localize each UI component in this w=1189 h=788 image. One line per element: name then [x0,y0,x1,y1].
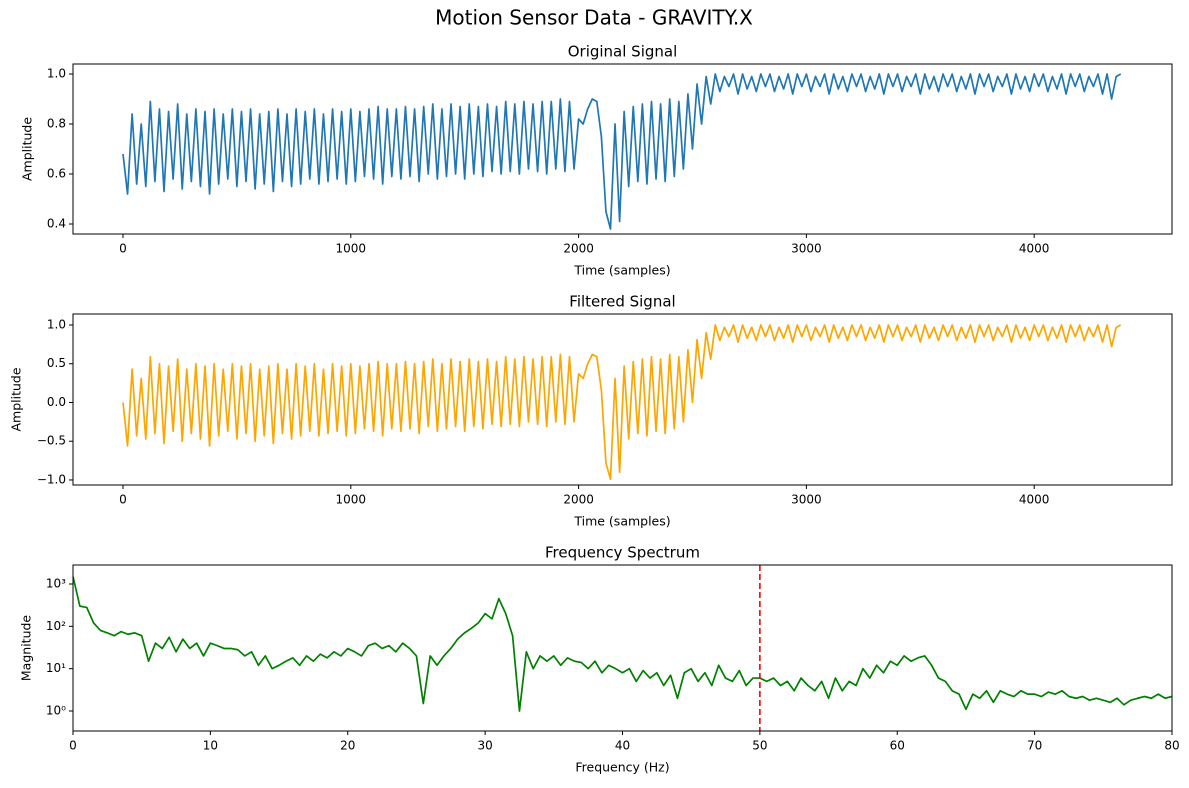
x-tick-label: 0 [69,739,77,753]
axes-title: Frequency Spectrum [545,544,700,562]
y-tick-label: 1.0 [47,318,66,332]
y-tick-label: 10¹ [46,661,66,675]
y-tick-label: 0.5 [47,356,66,370]
y-tick-label: 0.8 [47,117,66,131]
axes-title: Original Signal [568,43,678,61]
y-axis-label: Magnitude [19,615,34,682]
x-tick-label: 30 [477,739,492,753]
x-tick-label: 70 [1027,739,1042,753]
x-axis-label: Time (samples) [573,263,670,278]
y-tick-label: 10⁰ [46,704,66,718]
y-tick-label: −0.5 [37,434,66,448]
x-tick-label: 0 [119,242,127,256]
axes-frame [72,564,1173,732]
axes-frame [72,313,1173,486]
x-tick-label: 10 [203,739,218,753]
x-tick-label: 3000 [791,242,822,256]
series-line [73,576,1172,712]
x-tick-label: 1000 [336,493,367,507]
x-tick-label: 1000 [336,242,367,256]
x-tick-label: 60 [890,739,905,753]
series-line [122,324,1122,481]
x-tick-label: 50 [752,739,767,753]
y-axis-label: Amplitude [9,367,24,431]
y-tick-label: −1.0 [37,472,66,486]
y-tick-label: 1.0 [47,67,66,81]
axes-title: Filtered Signal [569,293,675,311]
y-tick-label: 10² [46,619,66,633]
x-tick-label: 80 [1164,739,1179,753]
x-tick-label: 2000 [563,242,594,256]
x-axis-label: Frequency (Hz) [575,760,669,775]
x-tick-label: 2000 [563,493,594,507]
x-tick-label: 4000 [1019,242,1050,256]
figure-title: Motion Sensor Data - GRAVITY.X [435,6,753,30]
x-tick-label: 20 [340,739,355,753]
y-tick-label: 0.6 [47,167,66,181]
x-tick-label: 4000 [1019,493,1050,507]
y-tick-label: 0.0 [47,395,66,409]
x-tick-label: 3000 [791,493,822,507]
y-axis-label: Amplitude [20,117,35,181]
x-tick-label: 0 [119,493,127,507]
series-line [122,73,1122,230]
y-tick-label: 0.4 [47,217,66,231]
x-tick-label: 40 [615,739,630,753]
x-axis-label: Time (samples) [573,514,670,529]
y-tick-label: 10³ [46,576,66,590]
axes-frame [72,63,1173,235]
